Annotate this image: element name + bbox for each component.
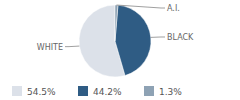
- slice-label: WHITE: [37, 43, 63, 52]
- pie-slice: [115, 5, 151, 75]
- leader-line: [151, 36, 165, 37]
- legend-swatch: [144, 86, 154, 96]
- legend-label: 54.5%: [27, 87, 56, 97]
- slice-label: BLACK: [167, 33, 194, 42]
- legend-label: 44.2%: [93, 87, 122, 97]
- pie: [79, 5, 151, 77]
- leader-line: [116, 5, 165, 8]
- chart: WHITE BLACK A.I. 54.5% 44.2% 1.3%: [0, 0, 240, 100]
- legend-label: 1.3%: [159, 87, 182, 97]
- slice-label: A.I.: [167, 4, 180, 13]
- legend-swatch: [78, 86, 88, 96]
- legend: 54.5% 44.2% 1.3%: [12, 86, 182, 97]
- leader-line: [65, 46, 79, 48]
- legend-swatch: [12, 86, 22, 96]
- pie-slice: [115, 5, 118, 41]
